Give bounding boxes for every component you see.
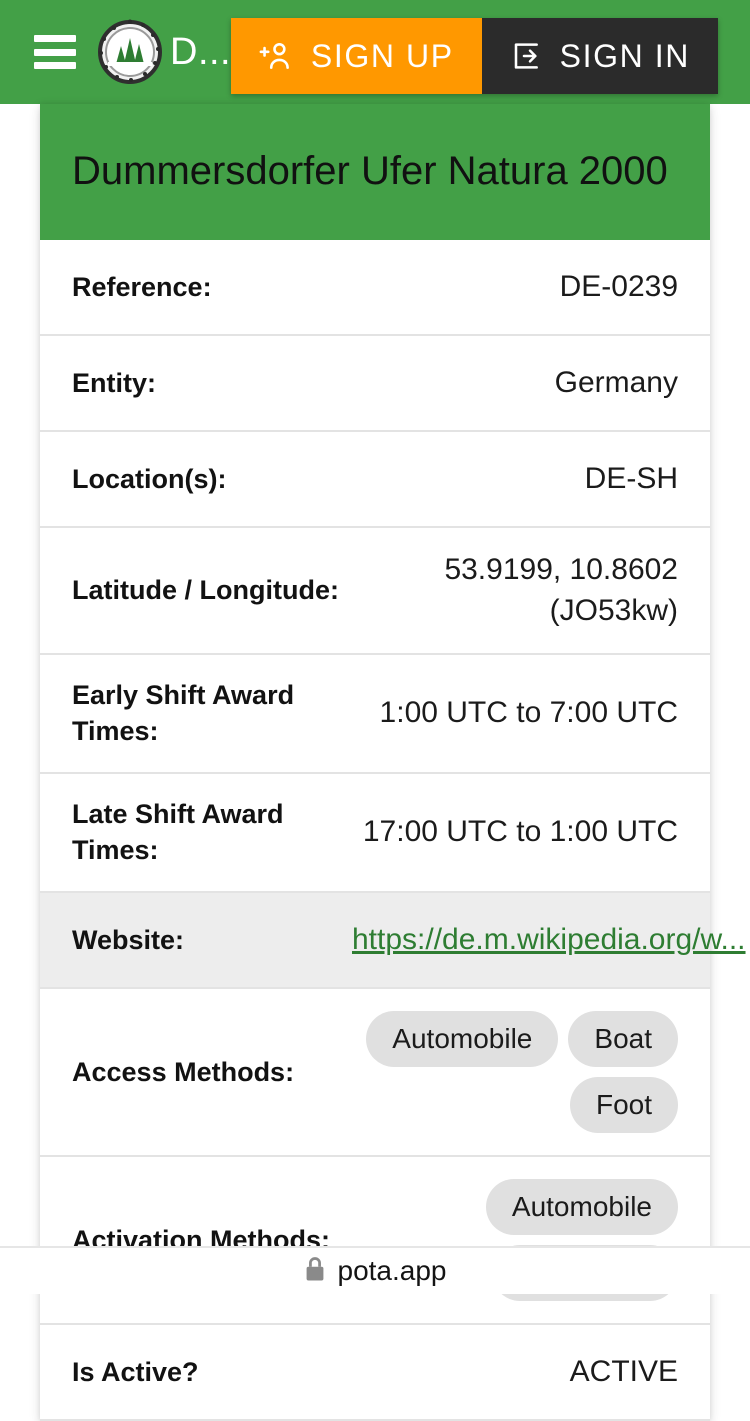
status-badge: ACTIVE xyxy=(569,1354,678,1388)
chip-access-foot[interactable]: Foot xyxy=(569,1076,678,1133)
app-bar: D... SIGN UP SIGN IN xyxy=(0,0,750,104)
table-row-access-methods: Access Methods: Automobile Boat Foot xyxy=(40,989,710,1157)
sign-in-label: SIGN IN xyxy=(559,37,690,74)
table-row: Location(s): DE-SH xyxy=(40,432,710,528)
card-header: Dummersdorfer Ufer Natura 2000 xyxy=(40,104,710,240)
row-value-website: https://de.m.wikipedia.org/w... xyxy=(352,898,746,983)
sign-up-label: SIGN UP xyxy=(310,37,454,74)
table-row: Early Shift Award Times: 1:00 UTC to 7:0… xyxy=(40,655,710,774)
table-row: Latitude / Longitude: 53.9199, 10.8602 (… xyxy=(40,528,710,655)
person-add-icon xyxy=(259,41,293,71)
row-label-early-shift: Early Shift Award Times: xyxy=(72,680,295,747)
row-label-entity: Entity: xyxy=(72,367,156,398)
chip-access-automobile[interactable]: Automobile xyxy=(366,1010,559,1067)
table-row: Late Shift Award Times: 17:00 UTC to 1:0… xyxy=(40,774,710,893)
row-value-activation-methods: Automobile Pedestrian xyxy=(352,1157,678,1323)
row-label-reference: Reference: xyxy=(72,271,212,302)
row-label-is-active: Is Active? xyxy=(72,1356,199,1387)
park-detail-card: Dummersdorfer Ufer Natura 2000 Reference… xyxy=(40,104,746,1421)
table-row-activation-methods: Activation Methods: Automobile Pedestria… xyxy=(40,1157,710,1325)
table-row-is-active: Is Active? ACTIVE xyxy=(40,1325,710,1421)
sign-up-button[interactable]: SIGN UP xyxy=(230,18,482,94)
hamburger-bar xyxy=(34,62,76,69)
chip-access-boat[interactable]: Boat xyxy=(568,1010,678,1067)
access-method-chips: Automobile Boat Foot xyxy=(352,1010,678,1133)
hamburger-bar xyxy=(34,48,76,56)
row-value-early-shift: 1:00 UTC to 7:00 UTC xyxy=(379,696,678,730)
brand-title: D... xyxy=(170,30,232,73)
row-value-reference: DE-0239 xyxy=(559,269,678,303)
row-value-entity: Germany xyxy=(554,365,678,399)
website-link[interactable]: https://de.m.wikipedia.org/w... xyxy=(352,922,746,956)
brand-home-link[interactable]: D... xyxy=(94,16,231,88)
pota-logo-icon xyxy=(94,16,166,88)
row-value-locations: DE-SH xyxy=(584,461,678,495)
row-label-locations: Location(s): xyxy=(72,463,227,494)
row-label-late-shift: Late Shift Award Times: xyxy=(72,798,284,866)
hamburger-bar xyxy=(34,35,76,42)
auth-button-group: SIGN UP SIGN IN xyxy=(230,18,718,94)
page-title: Dummersdorfer Ufer Natura 2000 xyxy=(72,149,668,193)
table-row: Entity: Germany xyxy=(40,336,710,432)
url-text: pota.app xyxy=(337,1255,447,1286)
row-value-access-methods: Automobile Boat Foot xyxy=(352,989,678,1155)
hamburger-menu-icon[interactable] xyxy=(34,35,76,69)
sign-in-button[interactable]: SIGN IN xyxy=(481,18,718,94)
table-row: Reference: DE-0239 xyxy=(40,240,710,336)
row-value-lat-long: 53.9199, 10.8602 (JO53kw) xyxy=(444,553,678,627)
row-label-lat-long: Latitude / Longitude: xyxy=(72,575,339,606)
login-arrow-icon xyxy=(510,40,542,72)
row-label-access-methods: Access Methods: xyxy=(72,1056,295,1087)
browser-url-bar[interactable]: pota.app xyxy=(0,1246,750,1294)
lock-icon xyxy=(304,1256,326,1287)
chip-activation-automobile[interactable]: Automobile xyxy=(485,1178,678,1235)
row-label-website: Website: xyxy=(72,924,185,955)
row-value-late-shift: 17:00 UTC to 1:00 UTC xyxy=(362,815,678,849)
table-row-website: Website: https://de.m.wikipedia.org/w... xyxy=(40,892,746,989)
